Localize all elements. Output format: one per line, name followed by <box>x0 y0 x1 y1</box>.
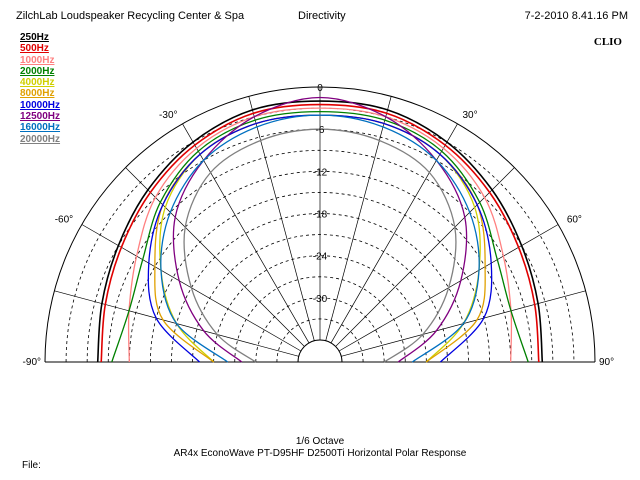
legend-item-12500hz: 12500Hz <box>20 111 61 123</box>
footer-description: AR4x EconoWave PT-D95HF D2500Ti Horizont… <box>173 448 467 459</box>
legend-item-8000hz: 8000Hz <box>20 88 55 100</box>
grid-spoke <box>330 123 458 344</box>
series-line-12500hz <box>172 96 468 363</box>
radial-tick-label: -6 <box>316 125 325 136</box>
series-line-20000hz <box>183 128 457 363</box>
grid-ring <box>213 255 427 363</box>
legend-item-20000hz: 20000Hz <box>20 133 61 145</box>
header-lab-name: ZilchLab Loudspeaker Recycling Center & … <box>16 10 245 22</box>
radial-tick-label: -18 <box>313 210 328 221</box>
series-line-2000hz <box>111 110 529 363</box>
grid-spoke <box>182 123 310 344</box>
file-label: File: <box>22 460 41 471</box>
radial-tick-label: 0 <box>317 83 323 94</box>
brand-logo: CLIO <box>593 36 622 48</box>
radial-tick-label: -30 <box>313 294 328 305</box>
polar-labels: -90° -60° -30° 30° 60° 90° 0 -6 -12 -18 -24 -30 <box>23 83 615 368</box>
legend-item-250hz: 250Hz <box>20 32 49 43</box>
polar-curves <box>96 96 544 363</box>
angle-tick-label: 90° <box>599 357 614 368</box>
angle-tick-label: -30° <box>159 110 177 121</box>
radial-tick-label: -24 <box>313 252 328 263</box>
legend-item-500hz: 500Hz <box>20 43 49 55</box>
angle-tick-label: 60° <box>567 215 582 226</box>
grid-ring <box>297 339 343 363</box>
legend-item-2000hz: 2000Hz <box>20 65 55 77</box>
legend-item-1000hz: 1000Hz <box>20 54 55 66</box>
series-line-500hz <box>100 103 540 363</box>
series-line-1000hz <box>127 107 513 363</box>
legend-item-10000hz: 10000Hz <box>20 99 61 111</box>
radial-tick-label: -12 <box>313 167 328 178</box>
series-line-250hz <box>96 100 544 363</box>
grid-spoke <box>248 96 315 341</box>
grid-ring <box>128 171 512 363</box>
angle-tick-label: 30° <box>463 110 478 121</box>
legend-item-4000hz: 4000Hz <box>20 77 55 89</box>
series-line-16000hz <box>160 114 480 363</box>
angle-tick-label: -60° <box>55 215 73 226</box>
legend: 250Hz 500Hz 1000Hz 2000Hz 4000Hz 8000Hz 10000H… <box>20 32 60 145</box>
grid-spoke <box>325 96 392 341</box>
header-chart-title: Directivity <box>298 10 346 22</box>
header-timestamp: 7-2-2010 8.41.16 PM <box>524 10 628 22</box>
footer-resolution: 1/6 Octave <box>295 436 345 447</box>
angle-tick-label: -90° <box>23 357 41 368</box>
grid-spoke <box>125 167 305 347</box>
legend-item-16000hz: 16000Hz <box>20 122 61 134</box>
grid-spoke <box>335 167 515 347</box>
